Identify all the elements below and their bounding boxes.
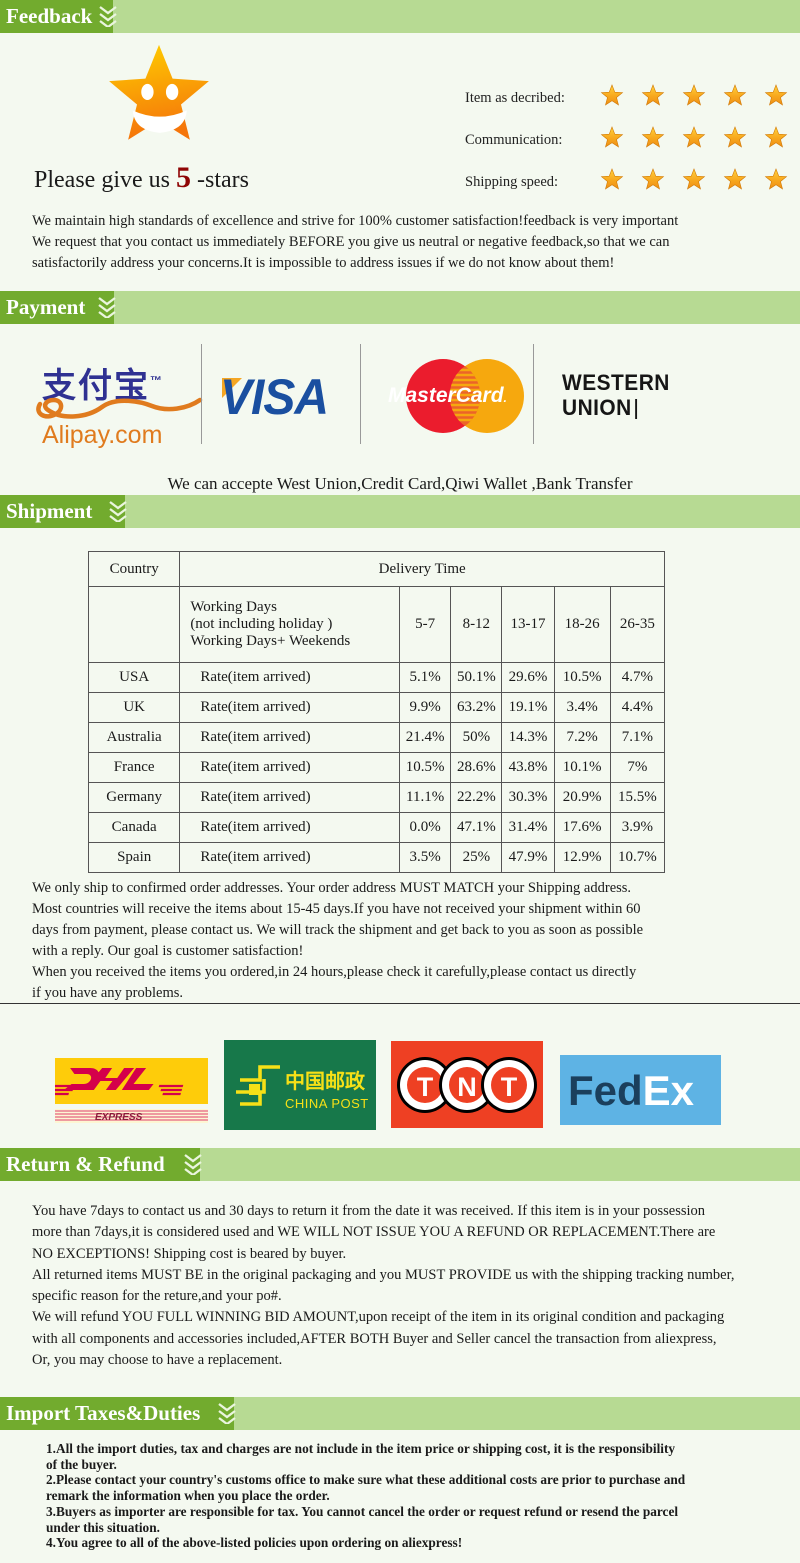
svg-text:N: N <box>457 1072 477 1102</box>
svg-text:EXPRESS: EXPRESS <box>95 1112 143 1123</box>
svg-text:中国邮政: 中国邮政 <box>285 1069 366 1093</box>
svg-text:T: T <box>417 1072 434 1102</box>
svg-text:CHINA POST: CHINA POST <box>285 1096 369 1111</box>
svg-text:T: T <box>501 1072 518 1102</box>
svg-text:FedEx: FedEx <box>568 1067 695 1114</box>
